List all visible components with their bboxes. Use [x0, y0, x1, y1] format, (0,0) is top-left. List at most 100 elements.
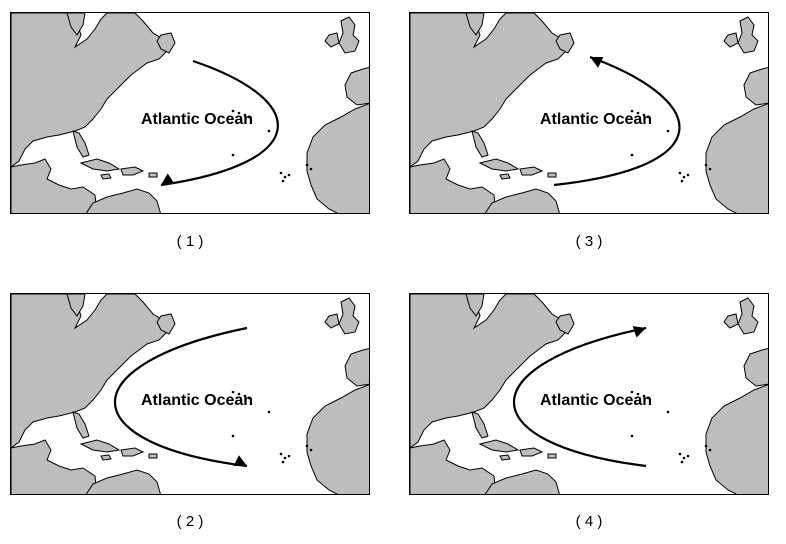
labrador-peninsula	[66, 13, 86, 36]
island-dot	[281, 179, 285, 183]
florida-peninsula	[471, 411, 489, 439]
africa-coast	[705, 103, 768, 213]
ireland-island	[723, 32, 739, 48]
island-dot	[243, 394, 247, 398]
island-dot	[708, 448, 712, 452]
africa-coast	[306, 103, 369, 213]
island-dot	[642, 113, 646, 117]
island-dot	[247, 396, 251, 400]
puerto-rico-island	[148, 453, 158, 459]
british-isles	[737, 297, 759, 335]
ireland-island	[723, 313, 739, 329]
island-dot	[231, 153, 235, 157]
south-america	[85, 188, 161, 213]
island-dot	[283, 175, 287, 179]
iberia-europe-coast	[344, 347, 369, 387]
island-dot	[646, 396, 650, 400]
island-dot	[283, 456, 287, 460]
florida-peninsula	[471, 130, 489, 158]
south-america	[484, 188, 560, 213]
newfoundland-island	[555, 313, 575, 335]
island-dot	[287, 454, 291, 458]
island-dot	[305, 444, 309, 448]
ireland-island	[324, 32, 340, 48]
island-dot	[682, 456, 686, 460]
panel-caption-4: ( 4 )	[575, 513, 603, 530]
map-panel-2: Atlantic Ocean	[10, 293, 370, 495]
island-dot	[237, 392, 241, 396]
map-panel-4: Atlantic Ocean	[409, 293, 769, 495]
iberia-europe-coast	[344, 66, 369, 106]
british-isles	[737, 16, 759, 54]
island-dot	[247, 115, 251, 119]
ocean-label: Atlantic Ocean	[141, 111, 254, 128]
north-america-coast	[410, 294, 569, 449]
arrow-head-icon	[161, 173, 175, 185]
map-panel-3: Atlantic Ocean	[409, 12, 769, 214]
island-dot	[279, 171, 283, 175]
panel-caption-1: ( 1 )	[176, 233, 204, 250]
island-dot	[630, 390, 634, 394]
island-dot	[243, 113, 247, 117]
island-dot	[309, 167, 313, 171]
map-panel-1: Atlantic Ocean	[10, 12, 370, 214]
arrow-head-icon	[590, 57, 604, 68]
puerto-rico-island	[547, 453, 557, 459]
mexico-central-america	[11, 158, 98, 213]
puerto-rico-island	[148, 172, 158, 178]
island-dot	[279, 452, 283, 456]
island-dot	[680, 460, 684, 464]
island-dot	[678, 452, 682, 456]
north-america-coast	[410, 13, 569, 168]
panel-caption-2: ( 2 )	[176, 513, 204, 530]
north-atlantic-map	[410, 294, 768, 494]
island-dot	[281, 460, 285, 464]
island-dot	[305, 163, 309, 167]
island-dot	[708, 167, 712, 171]
jamaica-island	[100, 173, 112, 180]
hispaniola-island	[120, 166, 145, 176]
mexico-central-america	[410, 439, 497, 494]
labrador-peninsula	[66, 294, 86, 317]
jamaica-island	[499, 454, 511, 461]
island-dot	[642, 394, 646, 398]
island-dot	[704, 163, 708, 167]
hispaniola-island	[519, 447, 544, 457]
africa-coast	[705, 384, 768, 494]
island-dot	[630, 434, 634, 438]
mexico-central-america	[410, 158, 497, 213]
island-dot	[287, 173, 291, 177]
island-dot	[686, 454, 690, 458]
cuba-island	[478, 158, 520, 172]
cuba-island	[478, 439, 520, 453]
south-america	[85, 469, 161, 494]
island-dot	[704, 444, 708, 448]
island-dot	[682, 175, 686, 179]
island-dot	[309, 448, 313, 452]
island-dot	[678, 171, 682, 175]
island-dot	[636, 392, 640, 396]
arrow-head-icon	[233, 455, 247, 466]
island-dot	[231, 390, 235, 394]
jamaica-island	[100, 454, 112, 461]
island-dot	[630, 109, 634, 113]
south-america	[484, 469, 560, 494]
arrow-head-icon	[632, 326, 646, 338]
hispaniola-island	[519, 166, 544, 176]
labrador-peninsula	[465, 294, 485, 317]
island-dot	[267, 129, 271, 133]
north-atlantic-map	[11, 13, 369, 213]
newfoundland-island	[555, 32, 575, 54]
labrador-peninsula	[465, 13, 485, 36]
ocean-label: Atlantic Ocean	[540, 392, 653, 409]
ireland-island	[324, 313, 340, 329]
island-dot	[231, 434, 235, 438]
panel-caption-3: ( 3 )	[575, 233, 603, 250]
africa-coast	[306, 384, 369, 494]
island-dot	[666, 410, 670, 414]
british-isles	[338, 16, 360, 54]
island-dot	[630, 153, 634, 157]
mexico-central-america	[11, 439, 98, 494]
island-dot	[267, 410, 271, 414]
current-arrow	[160, 59, 279, 187]
